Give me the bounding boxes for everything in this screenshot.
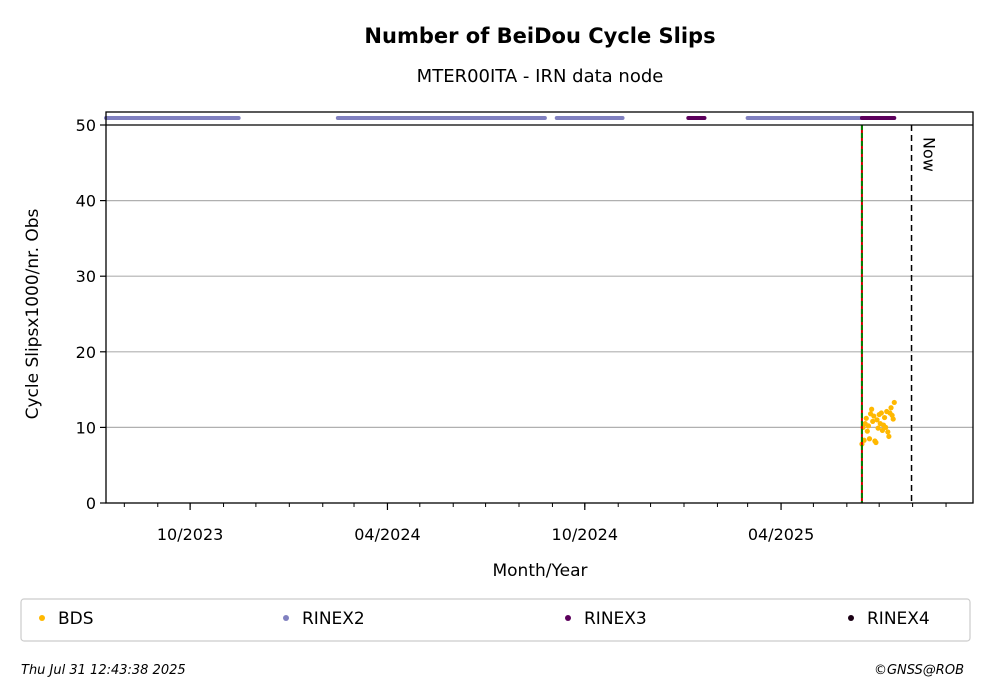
x-tick-label: 04/2025 bbox=[748, 525, 814, 544]
y-axis-ticks: 0 10 20 30 40 50 bbox=[76, 116, 106, 513]
bds-point bbox=[883, 424, 889, 430]
plot-frame bbox=[105, 111, 974, 504]
bds-point bbox=[869, 406, 875, 412]
bds-point bbox=[878, 410, 884, 416]
legend-label-rinex3: RINEX3 bbox=[584, 609, 647, 629]
x-axis-label: Month/Year bbox=[492, 561, 587, 581]
bds-point bbox=[874, 417, 880, 423]
bds-point bbox=[875, 425, 881, 431]
legend-label-rinex4: RINEX4 bbox=[867, 609, 930, 629]
legend-marker-rinex4 bbox=[848, 615, 854, 621]
bds-point bbox=[865, 423, 871, 429]
bds-point bbox=[871, 413, 877, 419]
bds-point bbox=[873, 439, 879, 446]
chart-subtitle: MTER00ITA - IRN data node bbox=[417, 66, 664, 87]
bds-point bbox=[863, 415, 869, 421]
legend-label-rinex2: RINEX2 bbox=[302, 609, 365, 629]
bds-point bbox=[881, 414, 888, 421]
bds-point bbox=[870, 418, 876, 424]
y-tick-label: 20 bbox=[76, 343, 96, 362]
date-markers: Now bbox=[860, 125, 939, 503]
bds-point bbox=[864, 428, 870, 434]
legend-label-bds: BDS bbox=[58, 609, 94, 629]
bds-point bbox=[885, 429, 891, 435]
footer-timestamp: Thu Jul 31 12:43:38 2025 bbox=[21, 663, 186, 678]
y-tick-label: 30 bbox=[76, 267, 96, 286]
bds-point bbox=[891, 399, 897, 406]
x-tick-label: 10/2023 bbox=[157, 525, 223, 544]
y-tick-label: 10 bbox=[76, 418, 96, 437]
gridlines bbox=[106, 200, 973, 428]
legend-box bbox=[20, 598, 971, 642]
now-label: Now bbox=[920, 137, 939, 172]
bds-point bbox=[886, 433, 892, 440]
bds-point bbox=[888, 405, 894, 411]
legend-marker-rinex2 bbox=[283, 615, 289, 621]
y-tick-label: 0 bbox=[86, 494, 96, 513]
y-axis-label: Cycle Slipsx1000/nr. Obs bbox=[23, 208, 43, 419]
legend-marker-bds bbox=[39, 615, 45, 621]
legend-marker-rinex3 bbox=[565, 615, 571, 621]
footer-copyright: ©GNSS@ROB bbox=[874, 663, 964, 678]
x-tick-label: 10/2024 bbox=[552, 525, 618, 544]
x-tick-label: 04/2024 bbox=[354, 525, 420, 544]
legend: BDS RINEX2 RINEX3 RINEX4 bbox=[39, 609, 930, 629]
y-tick-label: 40 bbox=[76, 192, 96, 211]
bds-point bbox=[866, 436, 873, 442]
x-axis-ticks: 10/2023 04/2024 10/2024 04/2025 bbox=[123, 503, 947, 544]
bds-point bbox=[890, 416, 896, 422]
chart-title: Number of BeiDou Cycle Slips bbox=[364, 24, 715, 48]
y-tick-label: 50 bbox=[76, 116, 96, 135]
bds-points bbox=[859, 399, 897, 447]
